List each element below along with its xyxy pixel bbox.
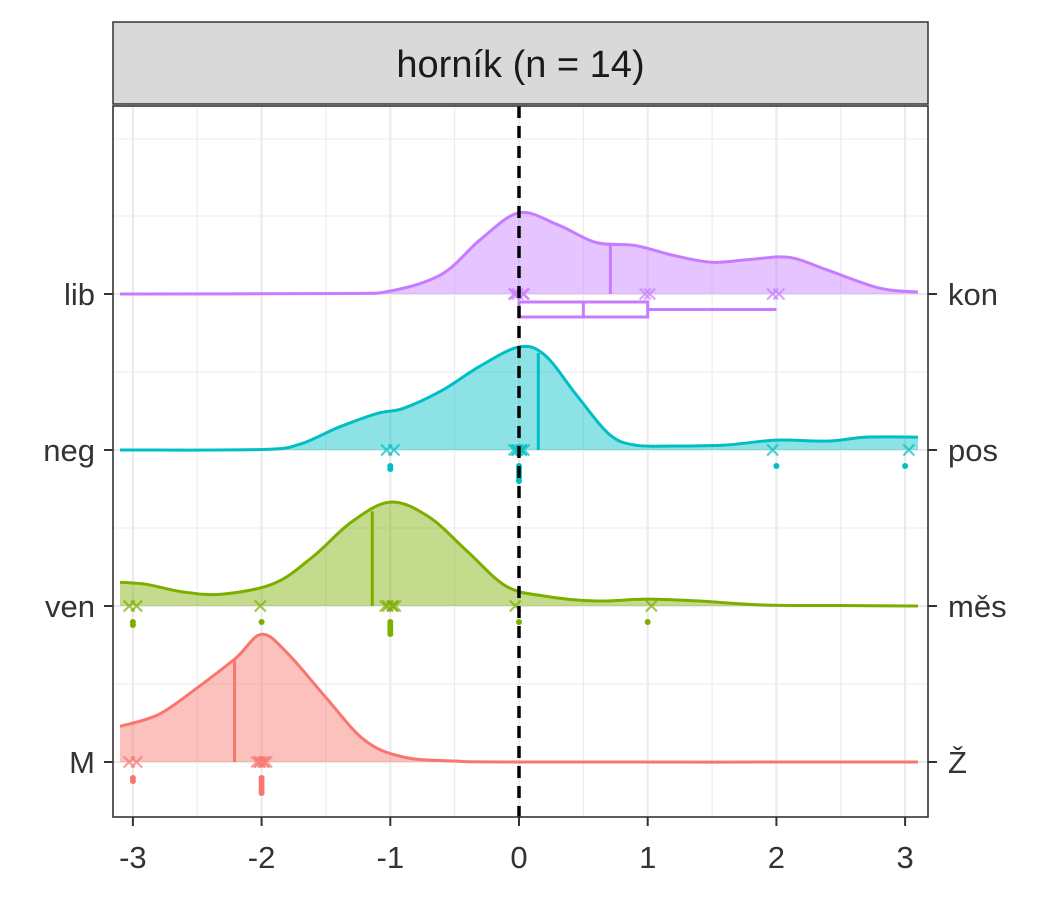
y-label-right: pos	[948, 433, 998, 468]
y-label-right: měs	[948, 589, 1007, 624]
facet-title: horník (n = 14)	[396, 44, 644, 86]
y-label-left: neg	[43, 433, 95, 468]
data-point-marker	[638, 287, 652, 301]
data-point-marker	[643, 287, 656, 301]
density-line-M	[119, 632, 919, 764]
ridge-ven	[119, 500, 919, 637]
strip-background	[112, 21, 929, 105]
rug-dot	[258, 790, 265, 796]
density-area-neg	[120, 346, 918, 451]
x-tick-label: 2	[768, 840, 785, 875]
data-point-marker	[387, 443, 401, 457]
rug-dot	[773, 463, 780, 469]
axes: -3 -2 -1 0 1 2 3 lib kon neg pos ven měs M Ž	[43, 277, 1006, 875]
panel-border	[112, 105, 929, 818]
data-point-marker	[902, 443, 916, 457]
panel-background	[113, 106, 928, 817]
rug-dot	[129, 778, 136, 784]
rug-dot	[902, 463, 909, 469]
data-point-marker	[130, 599, 143, 613]
rug-dot	[516, 619, 522, 625]
data-point-marker	[766, 443, 779, 457]
y-label-left: M	[69, 745, 95, 780]
data-point-marker	[252, 755, 266, 769]
y-label-right: kon	[948, 277, 998, 312]
data-point-marker	[645, 599, 658, 613]
data-point-marker	[766, 287, 779, 301]
density-line-lib	[119, 210, 919, 296]
y-label-left: lib	[64, 277, 95, 312]
rug-dot	[387, 466, 394, 472]
x-tick-label: -3	[119, 840, 147, 875]
y-label-left: ven	[45, 589, 95, 624]
density-line-ven	[119, 500, 919, 608]
x-tick-label: 0	[510, 840, 527, 875]
x-tick-label: -2	[248, 840, 276, 875]
density-line-neg	[119, 344, 919, 452]
data-point-marker	[130, 755, 143, 769]
ridge-M	[119, 632, 919, 796]
data-point-marker	[254, 599, 267, 613]
x-tick-label: -1	[377, 840, 405, 875]
density-area-M	[120, 634, 918, 763]
rug-dot	[129, 622, 136, 628]
rug-dot	[644, 619, 651, 625]
density-area-ven	[120, 502, 918, 606]
rug-dot	[387, 631, 394, 637]
data-point-marker	[381, 599, 395, 613]
x-tick-label: 3	[896, 840, 913, 875]
x-tick-label: 1	[639, 840, 656, 875]
rug-dot	[258, 619, 265, 625]
data-point-marker	[257, 755, 271, 769]
y-label-right: Ž	[948, 745, 967, 780]
rug-dot	[516, 478, 522, 484]
data-point-marker	[386, 599, 400, 613]
